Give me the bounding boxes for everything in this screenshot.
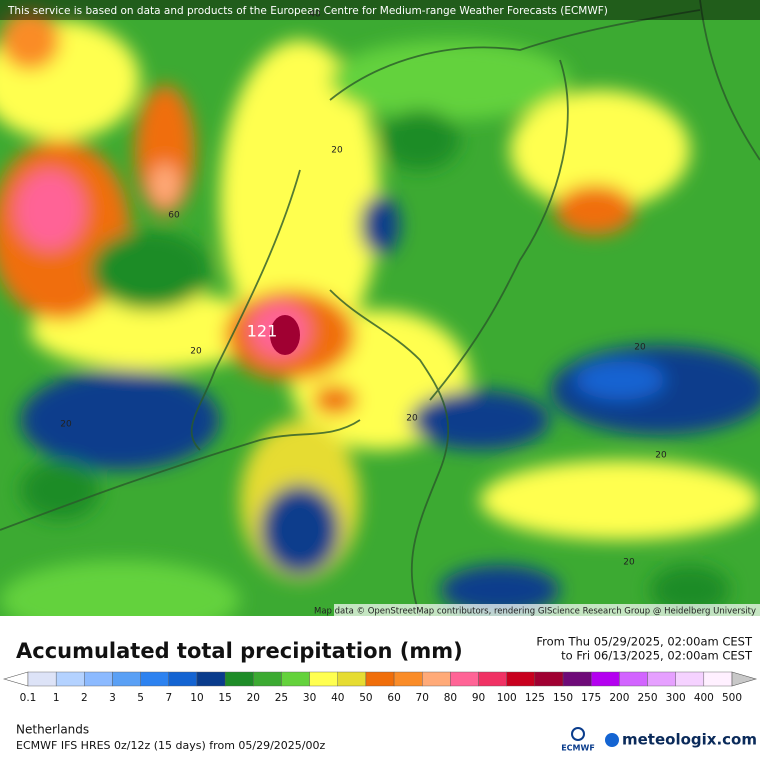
legend-swatch xyxy=(27,671,57,687)
contour-label: 20 xyxy=(406,414,418,424)
title: Accumulated total precipitation (mm) xyxy=(16,639,463,663)
legend-swatch xyxy=(168,671,198,687)
legend-swatch xyxy=(309,671,338,687)
legend-swatch xyxy=(365,671,395,687)
contour-label: 121 xyxy=(247,322,278,341)
legend-swatch xyxy=(478,671,507,687)
legend-swatch xyxy=(450,671,479,687)
legend-label: 15 xyxy=(218,692,231,704)
color-legend: 0.1 1 2 3 5 7 10 15 20 25 30 40 50 60 70 80 90 100 125 150 1… xyxy=(2,671,758,704)
legend-label: 0.1 xyxy=(20,692,37,704)
legend-swatch xyxy=(393,671,423,687)
legend-swatch xyxy=(647,671,676,687)
contour-label: 20 xyxy=(190,347,202,357)
legend-label: 300 xyxy=(666,692,686,704)
legend-arrow-high xyxy=(731,671,758,687)
legend-swatch xyxy=(224,671,254,687)
period-to: to Fri 06/13/2025, 02:00am CEST xyxy=(561,649,753,663)
legend-label: 5 xyxy=(137,692,144,704)
legend-swatch xyxy=(253,671,282,687)
legend-swatch xyxy=(140,671,169,687)
legend-swatch xyxy=(281,671,310,687)
legend-label: 100 xyxy=(497,692,517,704)
legend-label: 175 xyxy=(581,692,601,704)
notice: This service is based on data and produc… xyxy=(7,5,608,17)
legend-swatch xyxy=(562,671,592,687)
contour-label: 20 xyxy=(623,558,635,568)
legend-label: 10 xyxy=(190,692,203,704)
legend-label: 7 xyxy=(165,692,172,704)
legend-label: 70 xyxy=(416,692,429,704)
legend-swatch xyxy=(534,671,564,687)
site-icon xyxy=(605,733,619,747)
legend-swatch xyxy=(337,671,367,687)
legend-swatch xyxy=(591,671,620,687)
legend-swatch xyxy=(112,671,141,687)
precipitation-map xyxy=(0,0,760,616)
legend-label: 500 xyxy=(722,692,742,704)
legend-label: 150 xyxy=(553,692,573,704)
legend-label: 2 xyxy=(81,692,88,704)
legend-label: 90 xyxy=(472,692,485,704)
legend-swatch xyxy=(55,671,85,687)
legend-label: 250 xyxy=(637,692,657,704)
legend-swatch xyxy=(619,671,648,687)
legend-swatch xyxy=(703,671,733,687)
legend-label: 1 xyxy=(53,692,60,704)
region: Netherlands xyxy=(16,723,89,737)
attribution: Map data © OpenStreetMap contributors, r… xyxy=(314,607,756,617)
legend-swatch xyxy=(675,671,705,687)
legend-label: 30 xyxy=(303,692,316,704)
model-info: ECMWF IFS HRES 0z/12z (15 days) from 05/… xyxy=(16,739,326,752)
contour-label: 40 xyxy=(309,10,321,20)
attribution-bg xyxy=(334,604,760,617)
legend-swatch xyxy=(84,671,113,687)
ecmwf-logo: ECMWF xyxy=(561,744,595,753)
contour-labels: 40 20 60 121 20 20 20 20 20 20 xyxy=(60,10,667,568)
legend-label: 20 xyxy=(247,692,260,704)
contour-label: 60 xyxy=(168,211,180,221)
legend-swatch xyxy=(196,671,226,687)
ecmwf-icon xyxy=(571,727,585,741)
legend-label: 125 xyxy=(525,692,545,704)
legend-label: 25 xyxy=(275,692,288,704)
legend-label: 3 xyxy=(109,692,116,704)
legend-label: 50 xyxy=(359,692,372,704)
contour-label: 20 xyxy=(331,146,343,156)
legend-swatch xyxy=(422,671,451,687)
legend-label: 400 xyxy=(694,692,714,704)
site-logo: meteologix.com xyxy=(622,731,757,749)
legend-swatch xyxy=(506,671,536,687)
notice-bar xyxy=(0,0,760,20)
contour-label: 20 xyxy=(60,420,72,430)
legend-label: 60 xyxy=(387,692,400,704)
period-from: From Thu 05/29/2025, 02:00am CEST xyxy=(536,635,753,649)
contour-label: 20 xyxy=(655,451,667,461)
legend-label: 40 xyxy=(331,692,344,704)
contour-label: 20 xyxy=(634,343,646,353)
legend-label: 80 xyxy=(444,692,457,704)
legend-label: 200 xyxy=(609,692,629,704)
legend-arrow-low xyxy=(2,671,29,687)
